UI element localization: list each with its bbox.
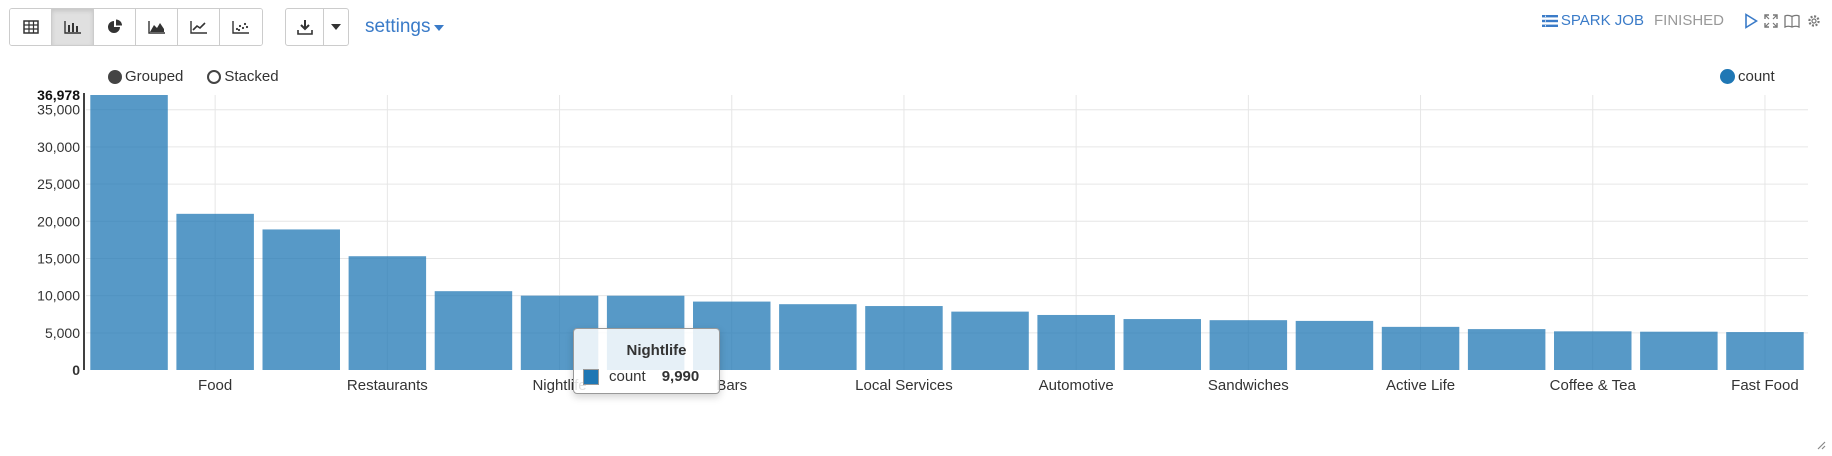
x-tick-label: Fast Food	[1731, 377, 1799, 394]
bar[interactable]	[1037, 314, 1115, 370]
hide-editor-button[interactable]	[1784, 14, 1800, 28]
area-chart-view-button[interactable]	[136, 9, 178, 45]
fullscreen-button[interactable]	[1764, 13, 1778, 28]
x-tick-label: Sandwiches	[1208, 377, 1289, 394]
tasks-icon	[1541, 14, 1558, 27]
paragraph-settings-button[interactable]	[1806, 13, 1822, 29]
y-tick-label: 10,000	[37, 288, 80, 304]
caret-down-icon	[434, 25, 445, 31]
bar[interactable]	[1640, 331, 1718, 370]
spark-job-link[interactable]: SPARK JOB	[1541, 12, 1644, 29]
bar[interactable]	[1381, 326, 1460, 370]
chart-type-buttons	[9, 8, 263, 46]
y-tick-label: 0	[72, 362, 80, 378]
run-paragraph-button[interactable]	[1744, 12, 1758, 29]
download-icon	[296, 20, 313, 35]
y-max-label: 36,978	[37, 87, 80, 103]
y-tick-label: 5,000	[45, 325, 80, 341]
table-view-button[interactable]	[10, 9, 52, 45]
bar[interactable]	[90, 95, 168, 370]
y-tick-label: 30,000	[37, 139, 80, 155]
chart-mode-selector: Grouped Stacked	[108, 68, 279, 85]
tooltip-value: 9,990	[661, 368, 700, 385]
x-tick-label: Coffee & Tea	[1550, 377, 1637, 394]
pie-chart-icon	[107, 19, 122, 33]
bar-chart-icon	[63, 21, 81, 34]
bar[interactable]	[1554, 331, 1632, 370]
scatter-chart-icon	[232, 21, 249, 34]
line-chart-icon	[189, 21, 207, 34]
tooltip-series-label: count	[609, 368, 646, 385]
bar-chart-view-button[interactable]	[52, 9, 94, 45]
bar[interactable]	[1726, 332, 1804, 370]
tooltip-series-swatch	[583, 368, 599, 385]
bar[interactable]	[348, 256, 427, 370]
paragraph-status-bar: SPARK JOB FINISHED	[1541, 12, 1822, 29]
table-icon	[22, 20, 39, 34]
y-tick-label: 15,000	[37, 250, 80, 266]
book-icon	[1784, 14, 1800, 28]
x-tick-label: Active Life	[1386, 377, 1455, 394]
y-tick-label: 20,000	[37, 213, 80, 229]
grouped-radio[interactable]	[108, 69, 122, 84]
x-tick-label: Restaurants	[347, 377, 428, 394]
x-tick-label: Food	[198, 377, 232, 394]
settings-dropdown[interactable]: settings	[365, 16, 445, 38]
expand-icon	[1764, 13, 1778, 28]
x-tick-label: Automotive	[1039, 377, 1114, 394]
grouped-option[interactable]: Grouped	[108, 68, 183, 85]
caret-down-icon	[331, 24, 341, 30]
scatter-chart-view-button[interactable]	[220, 9, 262, 45]
x-tick-label: Bars	[716, 377, 747, 394]
bar[interactable]	[1295, 320, 1374, 370]
status-text: FINISHED	[1653, 12, 1724, 29]
resize-handle-icon[interactable]	[1816, 440, 1826, 450]
chart-tooltip: Nightlife count 9,990	[573, 328, 720, 394]
series-legend-dot[interactable]	[1720, 69, 1735, 84]
tooltip-title: Nightlife	[626, 342, 687, 359]
bar[interactable]	[1467, 329, 1546, 370]
bar[interactable]	[262, 229, 340, 370]
grouped-label: Grouped	[125, 68, 184, 85]
run-icon	[1745, 12, 1758, 29]
spark-job-label: SPARK JOB	[1560, 12, 1644, 29]
visualization-toolbar: settings	[9, 8, 445, 46]
stacked-radio[interactable]	[207, 69, 222, 84]
bar[interactable]	[434, 291, 513, 370]
gear-icon	[1808, 14, 1820, 27]
series-legend: count	[1720, 68, 1775, 85]
settings-label: settings	[365, 16, 431, 37]
download-options-dropdown[interactable]	[324, 9, 348, 45]
bar[interactable]	[865, 306, 943, 370]
area-chart-icon	[147, 21, 165, 34]
download-button-group	[285, 8, 349, 46]
bar[interactable]	[176, 213, 254, 370]
bar[interactable]	[1209, 320, 1288, 370]
stacked-label: Stacked	[224, 68, 279, 85]
bar[interactable]	[779, 304, 857, 370]
bar[interactable]	[1123, 319, 1201, 370]
stacked-option[interactable]: Stacked	[207, 68, 279, 85]
line-chart-view-button[interactable]	[178, 9, 220, 45]
bar[interactable]	[951, 311, 1029, 370]
x-tick-label: Local Services	[855, 377, 953, 394]
series-legend-label: count	[1738, 68, 1775, 85]
pie-chart-view-button[interactable]	[94, 9, 136, 45]
y-tick-label: 35,000	[37, 102, 80, 118]
y-tick-label: 25,000	[37, 176, 80, 192]
download-button[interactable]	[286, 9, 324, 45]
